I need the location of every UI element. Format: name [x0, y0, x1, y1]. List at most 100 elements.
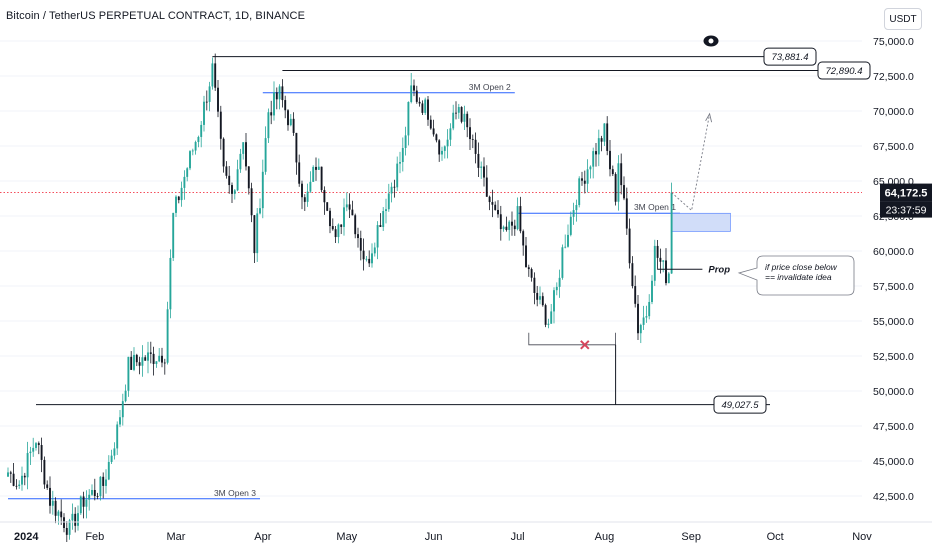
candle-body	[449, 128, 452, 140]
candle-body	[530, 269, 533, 278]
candle-body	[331, 226, 334, 230]
candle-body	[474, 139, 477, 154]
candle-body	[236, 169, 239, 191]
candle-body	[113, 448, 116, 456]
candle-body	[74, 513, 77, 526]
candle-body	[119, 417, 121, 425]
candle-body	[368, 258, 371, 264]
candle-body	[315, 166, 317, 170]
y-tick-label: 57,500.0	[873, 281, 914, 293]
x-tick-label: Jun	[425, 531, 443, 543]
candle-body	[287, 110, 289, 126]
candle-body	[634, 286, 637, 304]
candle-body	[250, 188, 253, 216]
candle-body	[172, 212, 175, 258]
candle-body	[659, 257, 662, 262]
currency-button[interactable]: USDT	[884, 8, 922, 30]
candle-body	[177, 196, 180, 201]
x-tick-label: Apr	[254, 531, 271, 543]
candle-body	[163, 362, 166, 364]
candle-body	[233, 190, 236, 194]
candle-body	[429, 119, 432, 129]
candle-body	[267, 112, 270, 139]
candle-body	[567, 234, 569, 247]
candle-body	[407, 101, 410, 136]
y-tick-label: 50,000.0	[873, 386, 914, 398]
candle-body	[54, 500, 57, 516]
y-tick-label: 55,000.0	[873, 316, 914, 328]
candle-body	[525, 245, 527, 268]
level-label: 73,881.4	[772, 52, 809, 63]
candle-body	[539, 296, 541, 300]
open-line-label: 3M Open 3	[214, 488, 256, 498]
candle-body	[295, 132, 298, 163]
candle-body	[544, 305, 547, 325]
candle-body	[68, 520, 71, 535]
open-line-label: 3M Open 1	[634, 202, 676, 212]
candle-body	[589, 166, 592, 170]
candle-body	[583, 180, 586, 184]
open-line-label: 3M Open 2	[469, 82, 511, 92]
candle-body	[561, 247, 564, 278]
candle-body	[99, 476, 102, 497]
candle-body	[354, 215, 357, 235]
candle-body	[365, 258, 368, 260]
candle-body	[197, 136, 200, 143]
candle-body	[284, 100, 287, 111]
price-timer-box	[880, 201, 932, 218]
x-tick-label: Feb	[85, 531, 104, 543]
range-low-bracket	[528, 332, 616, 346]
candle-body	[138, 362, 141, 366]
candle-body	[166, 309, 169, 363]
candle-body	[189, 151, 191, 169]
candle-body	[259, 208, 261, 214]
candle-body	[155, 361, 158, 364]
candle-body	[497, 209, 499, 215]
candle-body	[511, 221, 513, 226]
candle-body	[575, 205, 578, 211]
candle-body	[401, 147, 404, 163]
candle-body	[558, 277, 561, 287]
candle-body	[345, 204, 348, 208]
candle-body	[247, 166, 250, 189]
candle-body	[572, 210, 575, 217]
candle-body	[424, 99, 427, 113]
candle-body	[194, 142, 197, 151]
candle-body	[141, 357, 144, 366]
candle-body	[222, 138, 225, 167]
candle-body	[376, 225, 379, 248]
candle-body	[611, 169, 614, 175]
horizontal-levels: 73,881.4 72,890.4 49,027.5 3M Open 2 3M Open…	[0, 47, 871, 500]
projection-path	[671, 113, 711, 212]
x-tick-label: Oct	[767, 531, 784, 543]
candle-body	[15, 485, 18, 487]
y-tick-label: 70,000.0	[873, 106, 914, 118]
candle-body	[597, 138, 600, 155]
candle-body	[211, 63, 214, 87]
candle-body	[88, 494, 91, 500]
candles	[7, 53, 673, 542]
candle-body	[91, 489, 93, 495]
candle-body	[51, 500, 54, 506]
candle-body	[362, 250, 365, 260]
candle-body	[186, 168, 189, 177]
candle-body	[29, 451, 32, 454]
candle-body	[298, 162, 301, 184]
candle-body	[312, 166, 315, 182]
candle-body	[292, 118, 295, 133]
candle-body	[536, 292, 539, 300]
candle-body	[457, 107, 460, 113]
candle-body	[256, 213, 259, 254]
candle-body	[648, 301, 651, 317]
candle-body	[645, 316, 648, 318]
candle-body	[404, 135, 407, 148]
candle-body	[239, 153, 242, 170]
candle-body	[334, 229, 337, 238]
price-axis: 75,000.072,500.070,000.067,500.065,000.0…	[873, 36, 932, 503]
x-tick-label: 2024	[14, 531, 39, 543]
candle-body	[516, 206, 519, 230]
candle-body	[443, 146, 446, 151]
support-zone	[671, 212, 731, 232]
